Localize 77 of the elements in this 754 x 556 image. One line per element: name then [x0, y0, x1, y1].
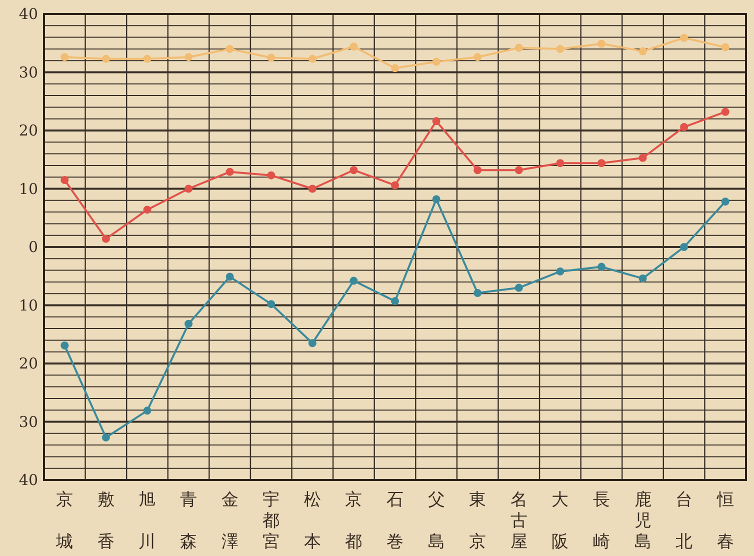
point [226, 44, 234, 53]
y-tick-label: 0 [28, 238, 38, 256]
point [350, 166, 358, 174]
point [308, 54, 316, 63]
category-label: 京城 [56, 490, 74, 552]
point [514, 44, 523, 52]
y-tick-label: 30 [18, 412, 38, 431]
point [60, 53, 69, 62]
point [597, 40, 606, 48]
point [432, 117, 440, 126]
point [556, 44, 564, 53]
x-tick-label: 宇都宮 [262, 490, 280, 552]
point [638, 47, 647, 56]
point [597, 262, 606, 271]
category-label: 父島 [428, 490, 445, 552]
point [680, 34, 688, 42]
point [350, 42, 358, 51]
point [474, 53, 482, 62]
y-tick-label: 40 [18, 5, 38, 23]
category-label: 京都 [345, 490, 362, 552]
point [474, 289, 482, 298]
y-tick-label: 10 [18, 296, 38, 314]
category-label: 敷香 [97, 490, 114, 552]
point [721, 108, 730, 116]
y-tick-label: 40 [18, 471, 38, 489]
point [432, 58, 440, 66]
category-label: 長崎 [592, 490, 610, 552]
category-label: 台北 [676, 490, 693, 552]
point [60, 341, 69, 350]
point [308, 184, 316, 193]
point [680, 243, 688, 251]
point [143, 206, 152, 214]
point [474, 166, 482, 174]
point [226, 168, 234, 176]
point [226, 272, 234, 281]
y-tick-label: 10 [18, 180, 38, 198]
x-tick-label: 名古屋 [510, 490, 528, 552]
point [102, 234, 110, 243]
point [184, 53, 193, 62]
point [680, 123, 688, 132]
point [350, 276, 358, 285]
point [556, 267, 564, 276]
point [308, 339, 316, 348]
point [597, 159, 606, 168]
category-label: 旭川 [138, 490, 156, 552]
category-label: 金澤 [221, 490, 238, 552]
point [267, 300, 276, 308]
point [143, 406, 152, 415]
category-label: 青森 [180, 490, 198, 552]
point [638, 274, 647, 282]
point [721, 43, 730, 52]
point [60, 176, 69, 184]
point [102, 433, 110, 442]
point [102, 54, 110, 63]
x-tick-label: 鹿児島 [634, 490, 652, 552]
point [721, 198, 730, 206]
y-tick-label: 20 [18, 354, 38, 372]
point [184, 320, 193, 328]
y-tick-label: 20 [18, 122, 38, 140]
category-label: 東京 [469, 490, 486, 552]
category-label: 恒春 [716, 490, 734, 552]
point [267, 54, 276, 62]
point [267, 171, 276, 180]
point [391, 297, 399, 306]
point [391, 181, 399, 190]
point [638, 154, 647, 162]
category-label: 松本 [304, 490, 321, 552]
point [514, 166, 523, 174]
point [143, 54, 152, 63]
point [391, 64, 399, 72]
point [514, 284, 523, 292]
point [556, 159, 564, 168]
category-label: 大阪 [552, 490, 569, 552]
y-tick-label: 30 [18, 63, 38, 82]
point [432, 195, 440, 204]
point [184, 184, 193, 193]
category-label: 石巻 [386, 490, 404, 552]
